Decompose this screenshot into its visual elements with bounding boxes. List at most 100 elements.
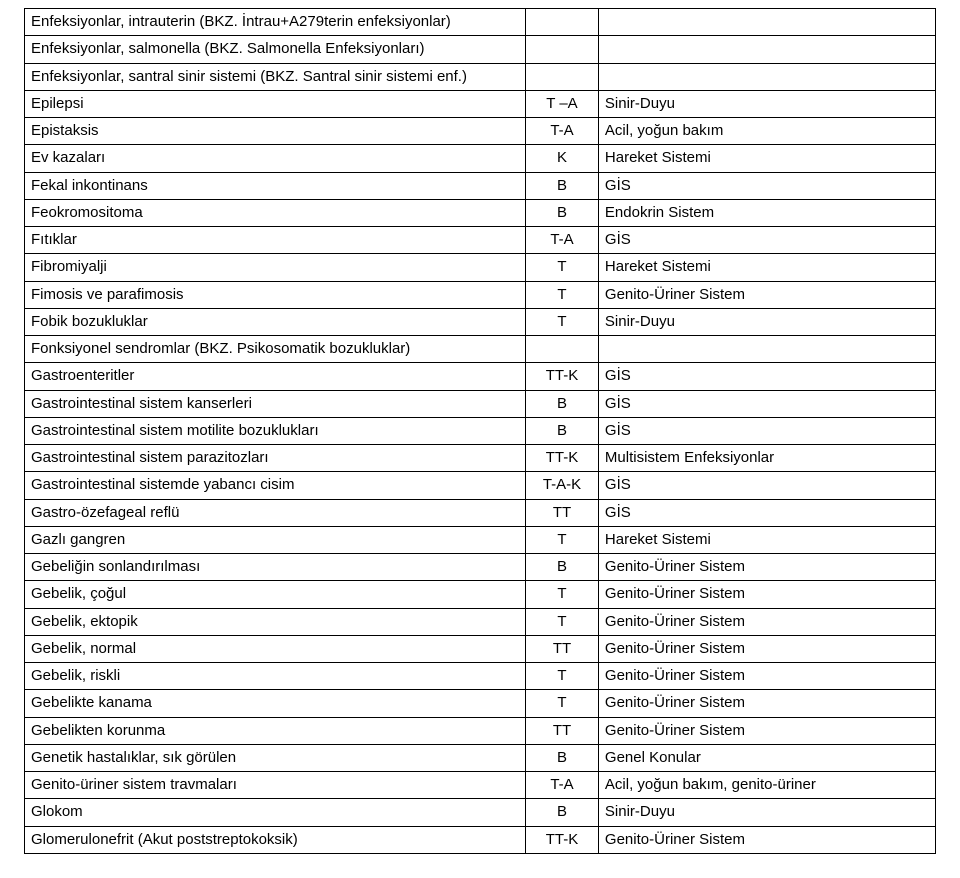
term-cell: Fıtıklar <box>25 227 526 254</box>
table-row: Gebelik, ektopikTGenito-Üriner Sistem <box>25 608 936 635</box>
code-cell: B <box>526 554 599 581</box>
table-row: Fimosis ve parafimosisTGenito-Üriner Sis… <box>25 281 936 308</box>
code-cell: T <box>526 608 599 635</box>
table-row: Enfeksiyonlar, salmonella (BKZ. Salmonel… <box>25 36 936 63</box>
code-cell: T-A-K <box>526 472 599 499</box>
term-cell: Fobik bozukluklar <box>25 308 526 335</box>
table-row: Enfeksiyonlar, santral sinir sistemi (BK… <box>25 63 936 90</box>
term-cell: Enfeksiyonlar, santral sinir sistemi (BK… <box>25 63 526 90</box>
code-cell <box>526 36 599 63</box>
code-cell: B <box>526 799 599 826</box>
system-cell: GİS <box>598 172 935 199</box>
term-cell: Ev kazaları <box>25 145 526 172</box>
term-cell: Gebelik, çoğul <box>25 581 526 608</box>
code-cell: TT-K <box>526 445 599 472</box>
term-cell: Gebelikten korunma <box>25 717 526 744</box>
term-cell: Fibromiyalji <box>25 254 526 281</box>
system-cell <box>598 9 935 36</box>
term-cell: Gebelik, ektopik <box>25 608 526 635</box>
table-row: Gastro-özefageal reflüTTGİS <box>25 499 936 526</box>
term-cell: Gebelikte kanama <box>25 690 526 717</box>
document-page: Enfeksiyonlar, intrauterin (BKZ. İntrau+… <box>0 0 960 878</box>
term-cell: Gastro-özefageal reflü <box>25 499 526 526</box>
table-row: Gazlı gangrenTHareket Sistemi <box>25 526 936 553</box>
code-cell: TT-K <box>526 826 599 853</box>
table-row: Gebelik, normalTTGenito-Üriner Sistem <box>25 635 936 662</box>
code-cell: TT <box>526 499 599 526</box>
term-cell: Gastrointestinal sistem kanserleri <box>25 390 526 417</box>
table-row: Gebelik, riskliTGenito-Üriner Sistem <box>25 663 936 690</box>
table-row: Gebelik, çoğulTGenito-Üriner Sistem <box>25 581 936 608</box>
table-row: Glomerulonefrit (Akut poststreptokoksik)… <box>25 826 936 853</box>
system-cell: Genito-Üriner Sistem <box>598 608 935 635</box>
system-cell: GİS <box>598 472 935 499</box>
table-row: Fonksiyonel sendromlar (BKZ. Psikosomati… <box>25 336 936 363</box>
term-cell: Gebelik, riskli <box>25 663 526 690</box>
system-cell: Hareket Sistemi <box>598 526 935 553</box>
code-cell: T-A <box>526 772 599 799</box>
system-cell: GİS <box>598 227 935 254</box>
table-row: Gastrointestinal sistem parazitozlarıTT-… <box>25 445 936 472</box>
term-cell: Fonksiyonel sendromlar (BKZ. Psikosomati… <box>25 336 526 363</box>
table-row: GlokomBSinir-Duyu <box>25 799 936 826</box>
code-cell: TT <box>526 717 599 744</box>
code-cell: T-A <box>526 227 599 254</box>
code-cell: B <box>526 417 599 444</box>
code-cell: T <box>526 690 599 717</box>
term-cell: Enfeksiyonlar, salmonella (BKZ. Salmonel… <box>25 36 526 63</box>
table-row: Genetik hastalıklar, sık görülenBGenel K… <box>25 744 936 771</box>
table-row: FıtıklarT-AGİS <box>25 227 936 254</box>
term-cell: Glomerulonefrit (Akut poststreptokoksik) <box>25 826 526 853</box>
code-cell: T <box>526 663 599 690</box>
term-cell: Gastrointestinal sistem parazitozları <box>25 445 526 472</box>
term-cell: Gazlı gangren <box>25 526 526 553</box>
code-cell <box>526 336 599 363</box>
table-row: Gastrointestinal sistemde yabancı cisimT… <box>25 472 936 499</box>
table-row: Fobik bozukluklarTSinir-Duyu <box>25 308 936 335</box>
system-cell: Genito-Üriner Sistem <box>598 663 935 690</box>
system-cell: Endokrin Sistem <box>598 199 935 226</box>
system-cell <box>598 36 935 63</box>
term-cell: Genetik hastalıklar, sık görülen <box>25 744 526 771</box>
system-cell: Hareket Sistemi <box>598 145 935 172</box>
system-cell: Sinir-Duyu <box>598 799 935 826</box>
code-cell: T –A <box>526 90 599 117</box>
term-cell: Fimosis ve parafimosis <box>25 281 526 308</box>
code-cell: T <box>526 308 599 335</box>
table-row: EpilepsiT –ASinir-Duyu <box>25 90 936 117</box>
term-cell: Gebelik, normal <box>25 635 526 662</box>
term-cell: Epistaksis <box>25 118 526 145</box>
code-cell: B <box>526 172 599 199</box>
system-cell: GİS <box>598 390 935 417</box>
term-cell: Gastrointestinal sistemde yabancı cisim <box>25 472 526 499</box>
table-row: Gastrointestinal sistem motilite bozuklu… <box>25 417 936 444</box>
code-cell: TT <box>526 635 599 662</box>
code-cell: B <box>526 199 599 226</box>
code-cell: B <box>526 744 599 771</box>
system-cell: Multisistem Enfeksiyonlar <box>598 445 935 472</box>
table-row: Enfeksiyonlar, intrauterin (BKZ. İntrau+… <box>25 9 936 36</box>
table-row: Fekal inkontinansBGİS <box>25 172 936 199</box>
term-cell: Gastrointestinal sistem motilite bozuklu… <box>25 417 526 444</box>
system-cell: Acil, yoğun bakım, genito-üriner <box>598 772 935 799</box>
system-cell: Genito-Üriner Sistem <box>598 717 935 744</box>
term-cell: Fekal inkontinans <box>25 172 526 199</box>
table-row: GastroenteritlerTT-KGİS <box>25 363 936 390</box>
table-row: Genito-üriner sistem travmalarıT-AAcil, … <box>25 772 936 799</box>
code-cell: T <box>526 526 599 553</box>
system-cell <box>598 336 935 363</box>
code-cell <box>526 63 599 90</box>
system-cell <box>598 63 935 90</box>
code-cell: K <box>526 145 599 172</box>
system-cell: Sinir-Duyu <box>598 90 935 117</box>
system-cell: Genito-Üriner Sistem <box>598 581 935 608</box>
term-cell: Gebeliğin sonlandırılması <box>25 554 526 581</box>
table-row: EpistaksisT-AAcil, yoğun bakım <box>25 118 936 145</box>
term-cell: Epilepsi <box>25 90 526 117</box>
system-cell: Genito-Üriner Sistem <box>598 554 935 581</box>
code-cell: T <box>526 254 599 281</box>
table-row: Gastrointestinal sistem kanserleriBGİS <box>25 390 936 417</box>
term-cell: Feokromositoma <box>25 199 526 226</box>
term-cell: Gastroenteritler <box>25 363 526 390</box>
system-cell: Hareket Sistemi <box>598 254 935 281</box>
